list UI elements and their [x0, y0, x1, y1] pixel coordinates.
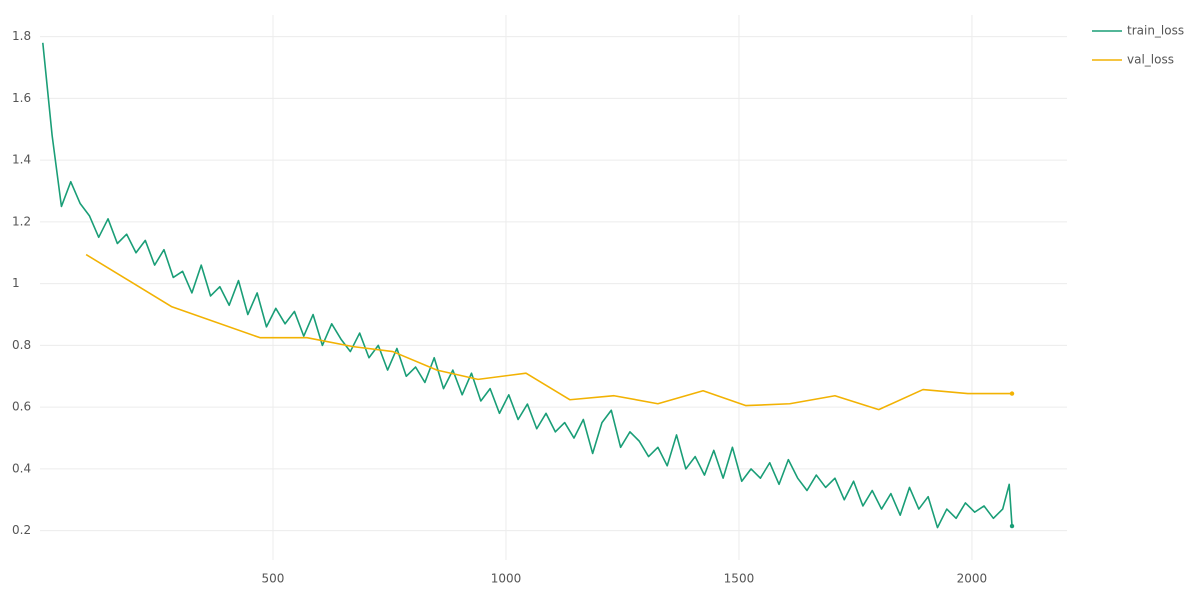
y-tick-label: 1.8 — [12, 29, 31, 43]
y-tick-label: 0.8 — [12, 338, 31, 352]
y-tick-label: 0.2 — [12, 523, 31, 537]
x-tick-label: 500 — [262, 572, 285, 586]
legend-label: train_loss — [1127, 24, 1184, 38]
legend-label: val_loss — [1127, 53, 1174, 67]
series-line — [85, 253, 1013, 411]
end-point — [1009, 391, 1015, 396]
y-tick-label: 1.2 — [12, 214, 31, 228]
y-tick-label: 0.4 — [12, 461, 31, 475]
x-tick-label: 1500 — [724, 572, 755, 586]
y-tick-label: 1.4 — [12, 153, 31, 167]
series-line — [42, 42, 1013, 529]
y-tick-label: 1.6 — [12, 91, 31, 105]
x-tick-label: 2000 — [957, 572, 988, 586]
y-tick-label: 0.6 — [12, 400, 31, 414]
y-tick-label: 1 — [12, 276, 20, 290]
end-point — [1009, 523, 1015, 529]
x-tick-label: 1000 — [491, 572, 522, 586]
